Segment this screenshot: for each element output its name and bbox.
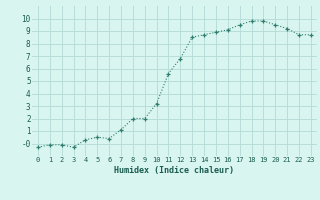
X-axis label: Humidex (Indice chaleur): Humidex (Indice chaleur) [115, 166, 234, 175]
